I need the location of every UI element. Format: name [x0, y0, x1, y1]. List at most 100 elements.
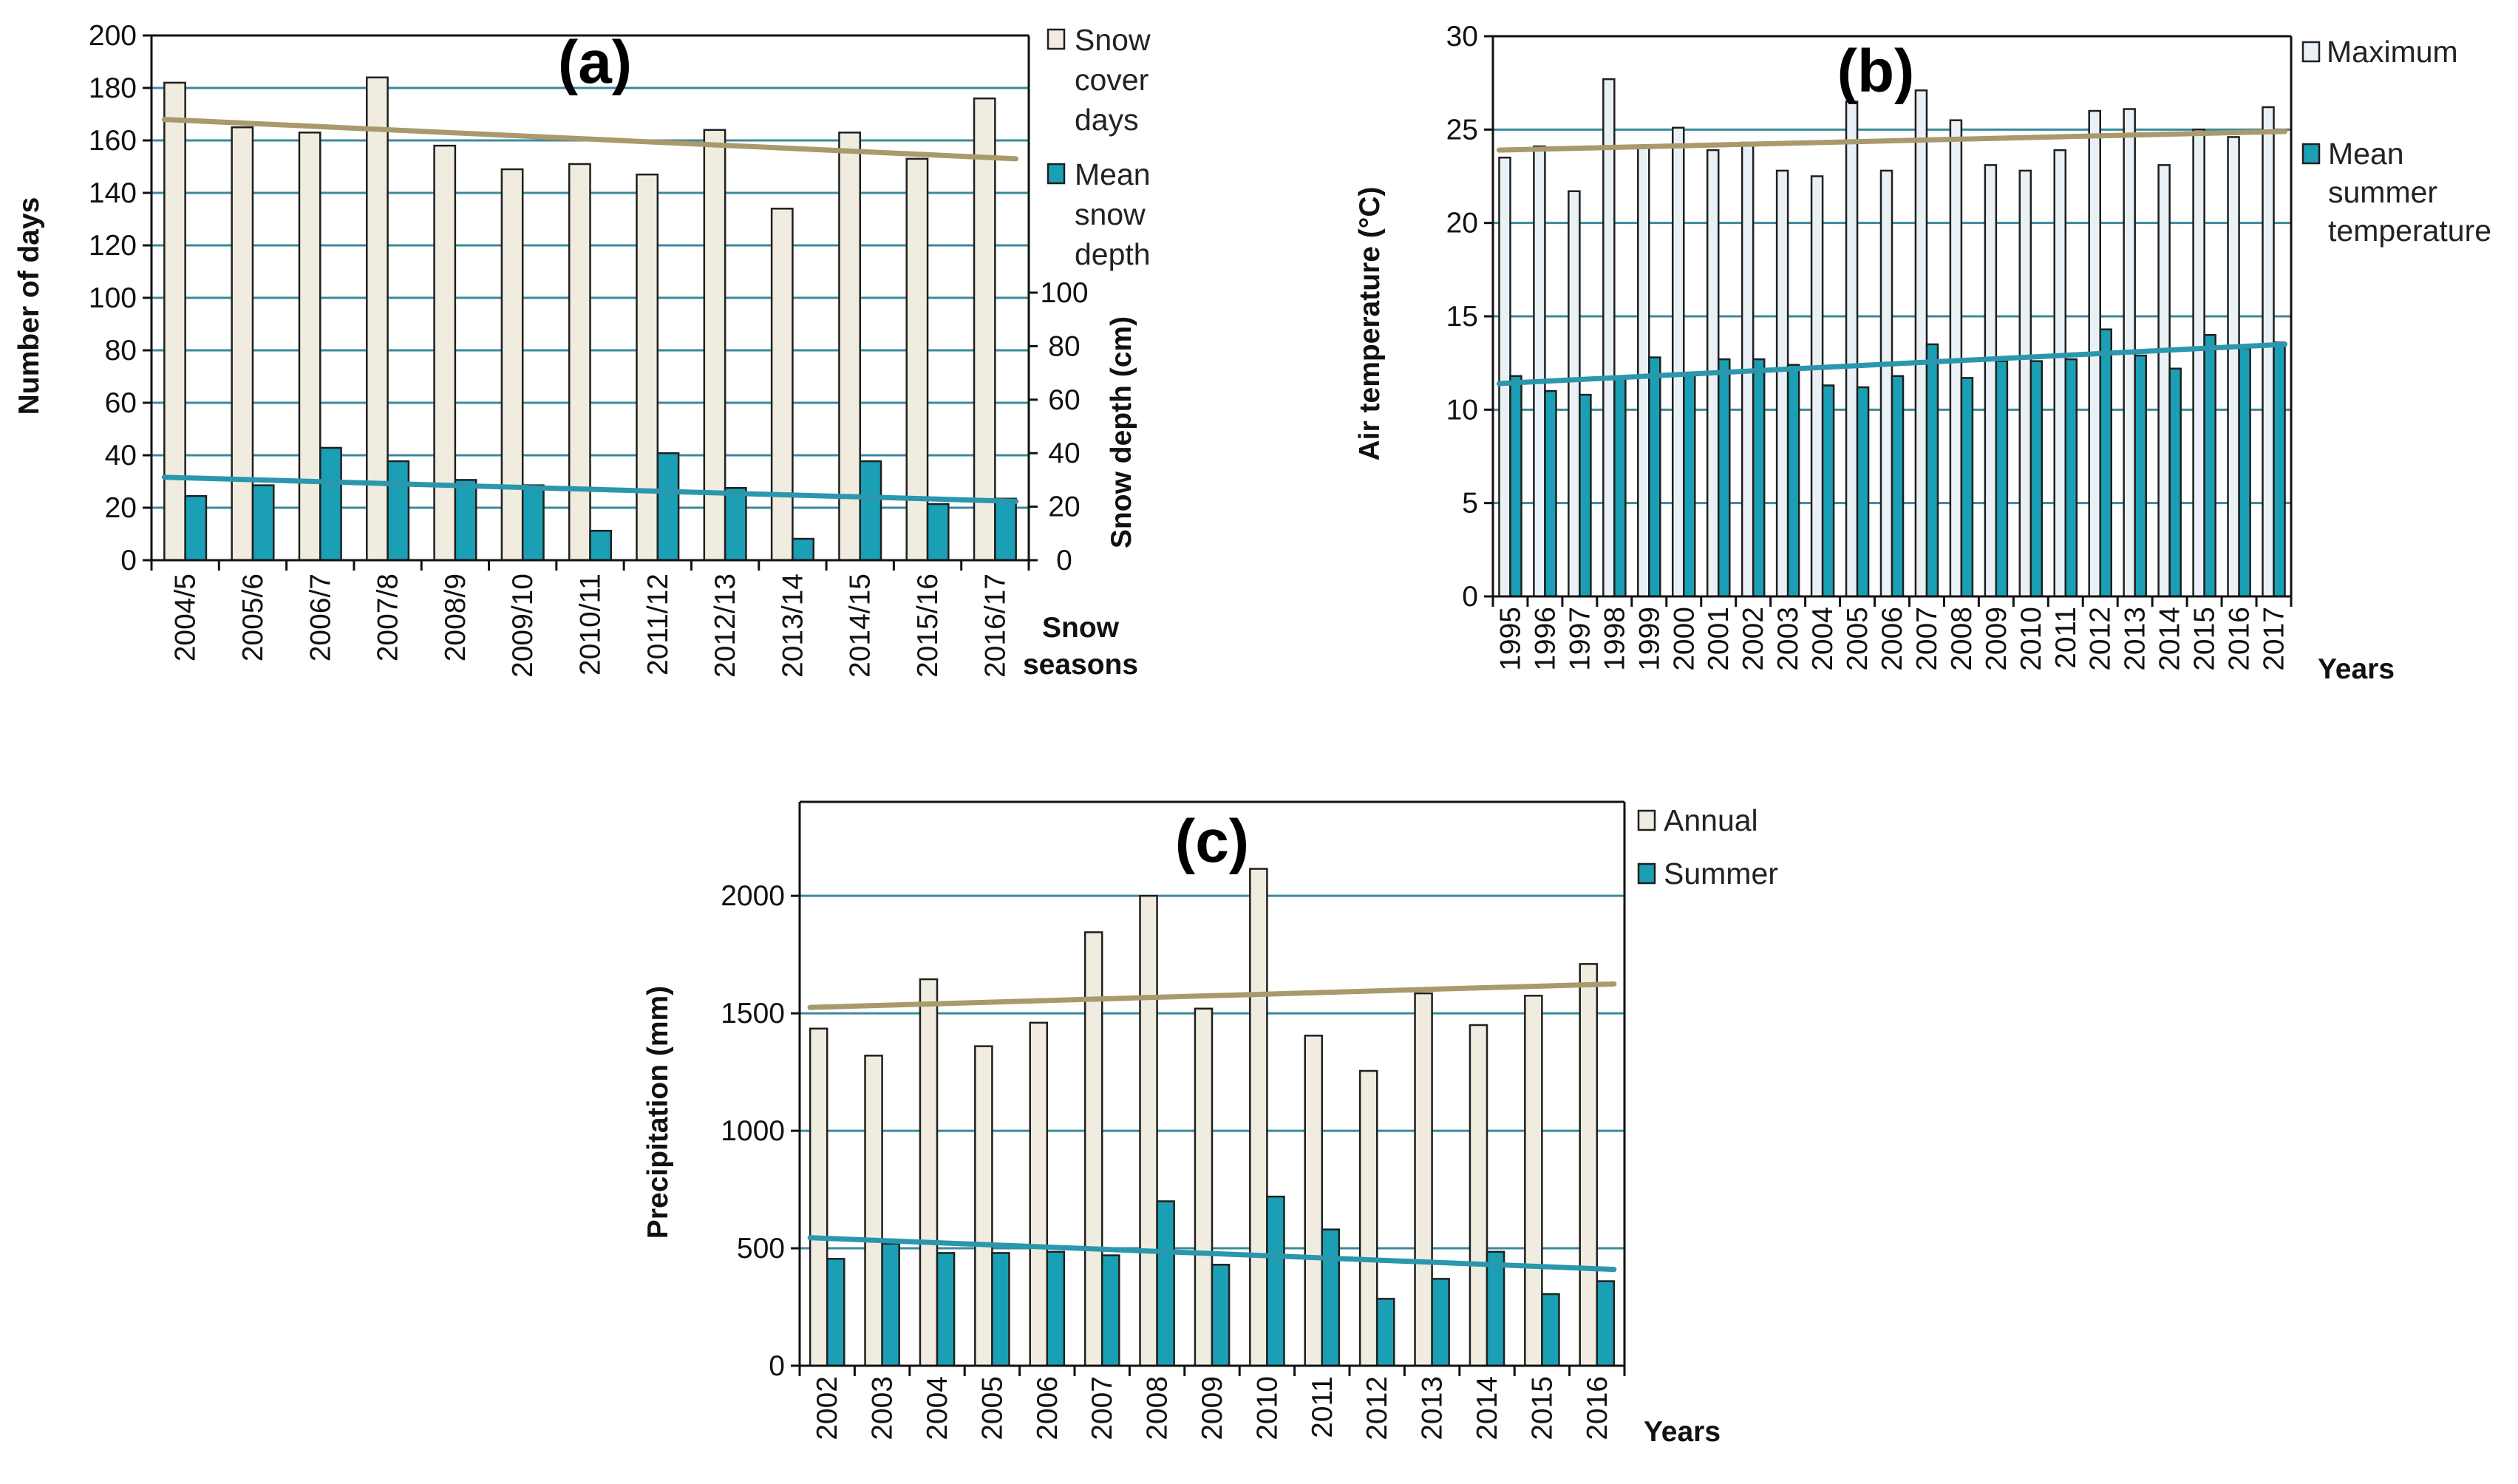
y-tick-label: 200: [89, 20, 137, 52]
bar-snow-cover-days-2014-15: [838, 132, 861, 562]
bar-summer-2010: [1266, 1195, 1285, 1367]
bar-mean-summer-temperature-1998: [1613, 377, 1627, 598]
x-tick-label: 2001: [1703, 607, 1735, 671]
legend-snow-cover-days-line3: days: [1075, 103, 1139, 137]
bar-mean-summer-temperature-2007: [1925, 343, 1939, 598]
y-tick-label: 80: [105, 335, 137, 367]
bar-snow-cover-days-2005-6: [231, 126, 254, 562]
x-tick-label: 2000: [1668, 607, 1700, 671]
x-tick-label: 2013/14: [777, 573, 809, 678]
bar-maximum-2010: [2018, 169, 2032, 598]
bar-maximum-1998: [1602, 78, 1616, 598]
bar-maximum-2015: [2192, 129, 2205, 598]
bar-summer-2006: [1046, 1250, 1066, 1367]
x-tick-label: 2003: [1772, 607, 1804, 671]
bar-maximum-2003: [1775, 169, 1789, 598]
bar-mean-snow-depth-2013-14: [792, 537, 814, 562]
panel-b-title: (b): [1837, 38, 1915, 105]
x-tick-label: 2013: [1417, 1376, 1449, 1440]
bar-annual-2006: [1029, 1021, 1049, 1367]
x-tick-label: 2005: [1842, 607, 1874, 671]
x-tick-label: 2017: [2259, 607, 2290, 671]
legend-swatch-summer: [1637, 862, 1656, 885]
x-tick-label: 2013: [2120, 607, 2151, 671]
bar-mean-snow-depth-2014-15: [859, 460, 882, 562]
bar-annual-2015: [1524, 995, 1543, 1367]
panel-b-y-axis-label: Air temperature (°C): [1354, 187, 1386, 461]
y2-tick-label: 20: [1048, 491, 1080, 523]
bar-mean-summer-temperature-2004: [1821, 384, 1835, 598]
x-tick-label: 2011: [2050, 607, 2082, 669]
panel-c: 0 500 1000 1500 2000 2002 2003 2004 2005 2006 2007…: [642, 800, 1778, 1448]
legend-annual: Annual: [1664, 803, 1758, 837]
bar-snow-cover-days-2006-7: [298, 132, 321, 562]
x-tick-label: 2008/9: [440, 573, 472, 661]
y2-tick-label: 80: [1048, 330, 1080, 362]
bar-mean-snow-depth-2009-10: [521, 484, 545, 562]
bar-summer-2015: [1541, 1293, 1560, 1367]
bar-maximum-1996: [1533, 145, 1546, 598]
bar-mean-summer-temperature-2011: [2064, 358, 2078, 598]
y-tick-label: 1000: [721, 1115, 785, 1147]
panel-a-trendlines: [161, 117, 1019, 504]
bar-maximum-1995: [1498, 156, 1511, 598]
bar-summer-2009: [1211, 1264, 1231, 1367]
bar-snow-cover-days-2009-10: [500, 168, 524, 562]
x-tick-label: 2014/15: [845, 573, 877, 678]
y-tick-label: 15: [1446, 301, 1478, 333]
panel-b-x-axis-label: Years: [2318, 653, 2395, 685]
y-tick-label: 500: [737, 1233, 785, 1265]
x-tick-label: 2015: [1526, 1376, 1558, 1440]
y-tick-label: 25: [1446, 114, 1478, 146]
x-tick-label: 2016: [2224, 607, 2256, 671]
trendline-mean-snow-depth: [161, 474, 1019, 504]
bar-annual-2004: [919, 978, 939, 1367]
bar-mean-summer-temperature-2015: [2203, 334, 2216, 598]
x-tick-label: 2005: [976, 1376, 1008, 1440]
bar-maximum-2004: [1810, 175, 1824, 598]
panel-b-legend: Maximum Mean summer temperature: [2301, 35, 2491, 248]
y-tick-label: 40: [105, 440, 137, 472]
panel-c-legend: Annual Summer: [1637, 803, 1778, 891]
bar-annual-2003: [864, 1055, 883, 1367]
legend-mean-summer-temperature-line3: temperature: [2328, 214, 2491, 248]
x-tick-label: 2014: [2154, 607, 2186, 671]
x-tick-label: 2008: [1142, 1376, 1174, 1440]
y2-tick-label: 0: [1056, 545, 1072, 576]
x-tick-label: 2002: [811, 1376, 843, 1440]
x-tick-label: 2003: [867, 1376, 899, 1440]
bar-summer-2011: [1321, 1228, 1341, 1367]
bar-maximum-2000: [1671, 126, 1685, 598]
x-tick-label: 2011: [1307, 1376, 1338, 1438]
panel-b-bars: [1498, 78, 2286, 598]
bar-maximum-2009: [1984, 164, 1998, 598]
bar-mean-summer-temperature-2013: [2134, 354, 2147, 598]
legend-mean-snow-depth-line3: depth: [1075, 237, 1151, 271]
bar-mean-summer-temperature-1997: [1579, 393, 1592, 598]
y-tick-label: 180: [89, 72, 137, 104]
bar-summer-2016: [1596, 1280, 1616, 1367]
bar-mean-snow-depth-2005-6: [251, 484, 275, 562]
x-tick-label: 2011/12: [642, 573, 674, 675]
legend-swatch-mean-summer-temperature: [2301, 143, 2321, 165]
y-tick-label: 20: [1446, 208, 1478, 239]
bar-mean-snow-depth-2015-16: [926, 503, 950, 562]
panel-a-title: (a): [558, 29, 632, 96]
x-tick-label: 1996: [1529, 607, 1561, 671]
x-tick-label: 2005/6: [237, 573, 269, 661]
y-tick-label: 2000: [721, 880, 785, 912]
bar-mean-summer-temperature-2009: [1995, 360, 2009, 598]
legend-snow-cover-days-line1: Snow: [1075, 23, 1151, 57]
bar-snow-cover-days-2007-8: [366, 76, 389, 562]
y-tick-label: 0: [120, 545, 137, 576]
bar-summer-2005: [991, 1252, 1010, 1367]
trendline-mean-summer-temperature: [1496, 341, 2288, 387]
bar-snow-cover-days-2012-13: [703, 129, 727, 562]
bar-mean-snow-depth-2012-13: [724, 487, 747, 562]
x-tick-label: 2004: [922, 1376, 953, 1440]
bar-annual-2014: [1469, 1024, 1488, 1367]
panel-c-axes: 0 500 1000 1500 2000 2002 2003 2004 2005 2006 2007…: [721, 800, 1626, 1440]
legend-swatch-annual: [1637, 809, 1656, 831]
panel-c-y-axis-label: Precipitation (mm): [642, 986, 674, 1239]
